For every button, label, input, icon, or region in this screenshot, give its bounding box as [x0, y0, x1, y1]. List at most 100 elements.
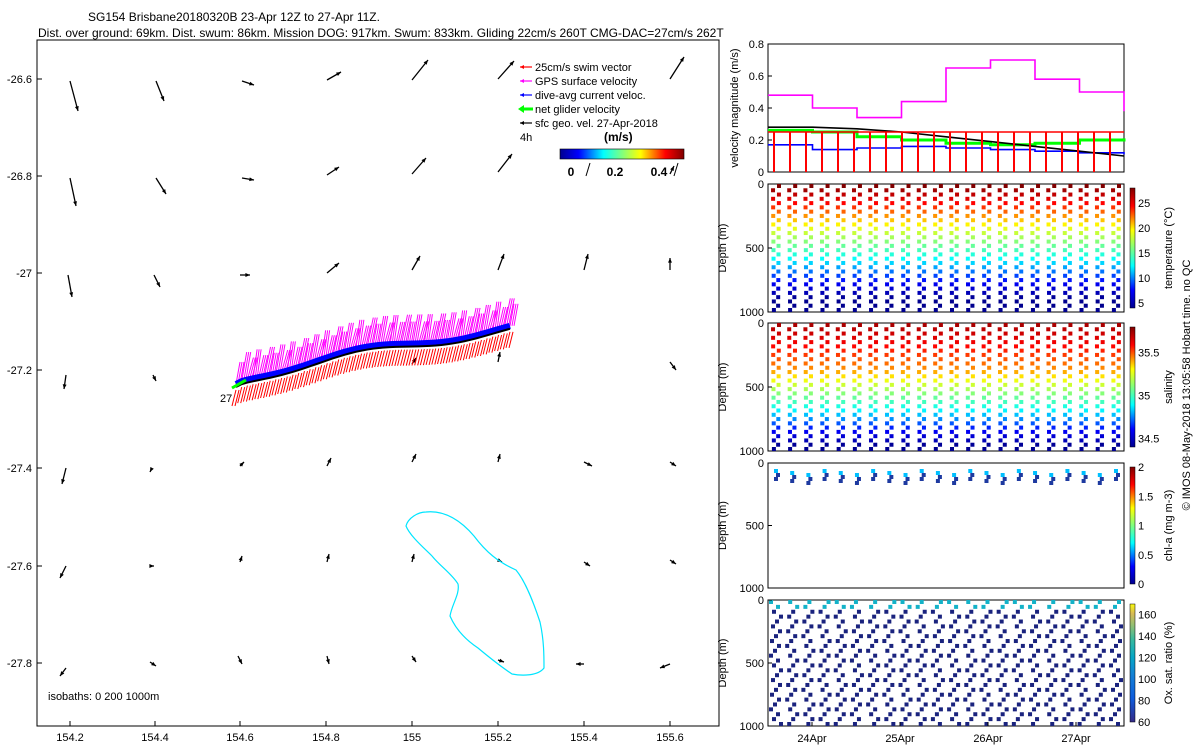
section-dot — [776, 382, 781, 387]
section-dot — [819, 370, 824, 375]
section-dot — [949, 447, 954, 451]
section-dot — [1064, 634, 1069, 639]
section-dot — [1100, 425, 1105, 430]
section-dot — [1081, 717, 1086, 722]
section-dot — [867, 687, 872, 692]
section-dot — [889, 442, 894, 447]
section-dot — [884, 256, 889, 261]
section-dot — [1030, 290, 1035, 295]
section-dot — [917, 682, 922, 687]
section-dot — [998, 239, 1003, 244]
section-y-tick-label: 0 — [758, 595, 764, 607]
section-dot — [1093, 604, 1098, 609]
section-dot — [771, 239, 776, 244]
section-dot — [1063, 702, 1068, 707]
swim-vector-arrow — [379, 350, 385, 367]
section-dot — [823, 643, 828, 648]
section-dot — [938, 417, 943, 422]
section-dot — [836, 370, 841, 375]
section-dot — [922, 609, 927, 614]
section-dot — [931, 648, 936, 653]
section-dot — [1011, 668, 1016, 673]
section-dot — [1014, 352, 1019, 357]
section-dot — [808, 477, 813, 481]
section-dot — [1035, 391, 1040, 396]
section-dot — [1046, 352, 1051, 357]
section-dot — [954, 340, 959, 345]
section-dot — [1019, 323, 1024, 327]
section-dot — [889, 374, 894, 379]
section-dot — [1084, 348, 1089, 353]
section-dot — [982, 404, 987, 409]
section-dot — [938, 382, 943, 387]
section-dot — [889, 408, 894, 413]
section-dot — [874, 692, 879, 697]
section-dot — [771, 273, 776, 278]
section-dot — [989, 648, 994, 653]
section-dot — [1003, 331, 1008, 336]
section-dot — [875, 624, 880, 629]
section-dot — [933, 352, 938, 357]
section-dot — [906, 235, 911, 240]
section-dot — [873, 399, 878, 404]
colorbar-tick-2: 0.4 — [651, 165, 668, 179]
section-dot — [1014, 387, 1019, 392]
section-dot — [808, 425, 813, 430]
section-dot — [906, 391, 911, 396]
velocity-series-3 — [768, 126, 1125, 157]
section-dot — [825, 235, 830, 240]
section-dot — [1094, 697, 1099, 702]
section-dot — [791, 663, 796, 668]
section-dot — [903, 609, 908, 614]
section-dot — [954, 357, 959, 362]
section-dot — [987, 235, 992, 240]
section-colorbar — [1129, 326, 1136, 448]
section-dot — [873, 425, 878, 430]
section-dot — [949, 188, 954, 193]
section-dot — [1116, 442, 1121, 447]
section-dot — [1100, 340, 1105, 345]
section-dot — [1004, 707, 1009, 712]
section-dot — [1047, 299, 1052, 304]
section-dot — [825, 722, 830, 726]
section-dot — [851, 682, 856, 687]
section-dot — [835, 352, 840, 357]
section-dot — [997, 213, 1002, 218]
section-dot — [969, 717, 974, 722]
section-dot — [1077, 722, 1082, 726]
section-dot — [998, 404, 1003, 409]
section-frame — [767, 462, 1125, 589]
section-dot — [820, 265, 825, 270]
gps-velocity-arrow — [486, 310, 494, 333]
section-dot — [954, 269, 959, 274]
section-dot — [885, 308, 890, 312]
section-dot — [841, 399, 846, 404]
section-dot — [951, 648, 956, 653]
section-dot — [1046, 188, 1051, 193]
section-dot — [809, 323, 814, 327]
section-dot — [883, 624, 888, 629]
section-dot — [903, 663, 908, 668]
section-dot — [1019, 286, 1024, 291]
section-colorbar-tick: 0.5 — [1138, 550, 1153, 562]
section-dot — [776, 218, 781, 223]
section-dot — [884, 239, 889, 244]
section-dot — [1066, 712, 1071, 717]
section-dot — [1019, 209, 1024, 214]
section-dot — [857, 357, 862, 362]
swim-vector-arrow — [502, 333, 508, 350]
section-dot — [1062, 248, 1067, 253]
section-dot — [1109, 609, 1113, 614]
section-dot — [854, 692, 859, 697]
section-dot — [1100, 286, 1105, 291]
section-dot — [788, 299, 793, 304]
section-dot — [890, 192, 895, 197]
section-dot — [885, 648, 890, 653]
geostrophic-arrowhead — [416, 256, 420, 261]
section-colorbar-label: salinity — [1163, 370, 1175, 404]
section-y-tick-label: 0 — [758, 458, 764, 470]
section-dot — [984, 668, 989, 673]
section-dot — [954, 425, 959, 430]
section-dot — [1095, 265, 1100, 270]
geostrophic-arrowhead — [150, 467, 154, 472]
